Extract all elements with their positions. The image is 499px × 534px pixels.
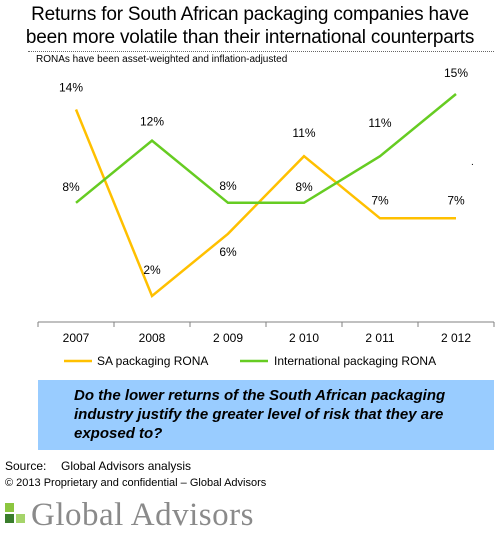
- chart-title-line-2: been more volatile than their internatio…: [25, 27, 475, 48]
- x-tick-label: 2008: [139, 331, 166, 345]
- series-line-international: [75, 93, 457, 205]
- data-label: 7%: [447, 193, 465, 207]
- logo-wordmark: Global Advisors: [31, 497, 254, 533]
- data-label: 7%: [371, 193, 389, 207]
- data-label: 11%: [292, 126, 315, 140]
- legend-label: International packaging RONA: [274, 354, 436, 368]
- data-label: 11%: [368, 116, 391, 130]
- data-label: 8%: [62, 180, 80, 194]
- data-label: 8%: [219, 179, 237, 193]
- data-label: 6%: [219, 245, 237, 259]
- chart-title: Returns for South African packaging comp…: [10, 3, 490, 49]
- title-divider: [28, 51, 494, 52]
- data-label: 15%: [444, 66, 468, 80]
- x-tick-label: 2 010: [289, 331, 319, 345]
- legend-label: SA packaging RONA: [97, 354, 208, 368]
- chart-title-line-1: Returns for South African packaging comp…: [31, 4, 469, 25]
- question-box: Do the lower returns of the South Africa…: [38, 380, 494, 450]
- x-tick-label: 2 012: [441, 331, 471, 345]
- copyright-notice: © 2013 Proprietary and confidential – Gl…: [5, 477, 267, 489]
- chart-subtitle: RONAs have been asset-weighted and infla…: [36, 54, 288, 65]
- stray-mark: .: [471, 157, 474, 168]
- data-label: 12%: [140, 115, 164, 129]
- source-value: Global Advisors analysis: [61, 459, 192, 473]
- data-label: 2%: [143, 263, 161, 277]
- source-line: Source: Global Advisors analysis: [5, 459, 191, 473]
- source-label: Source:: [5, 459, 47, 473]
- series-line-sa: [74, 109, 456, 299]
- line-chart: 2007 2008 2 009 2 010 2 011 2 012 14% 2% 6% 11% 7%…: [37, 66, 495, 368]
- x-tick-label: 2007: [63, 331, 90, 345]
- x-tick-label: 2 011: [365, 331, 394, 345]
- logo-icon: [5, 503, 25, 523]
- data-label: 8%: [295, 180, 313, 194]
- x-tick-label: 2 009: [213, 331, 243, 345]
- data-label: 14%: [59, 81, 83, 95]
